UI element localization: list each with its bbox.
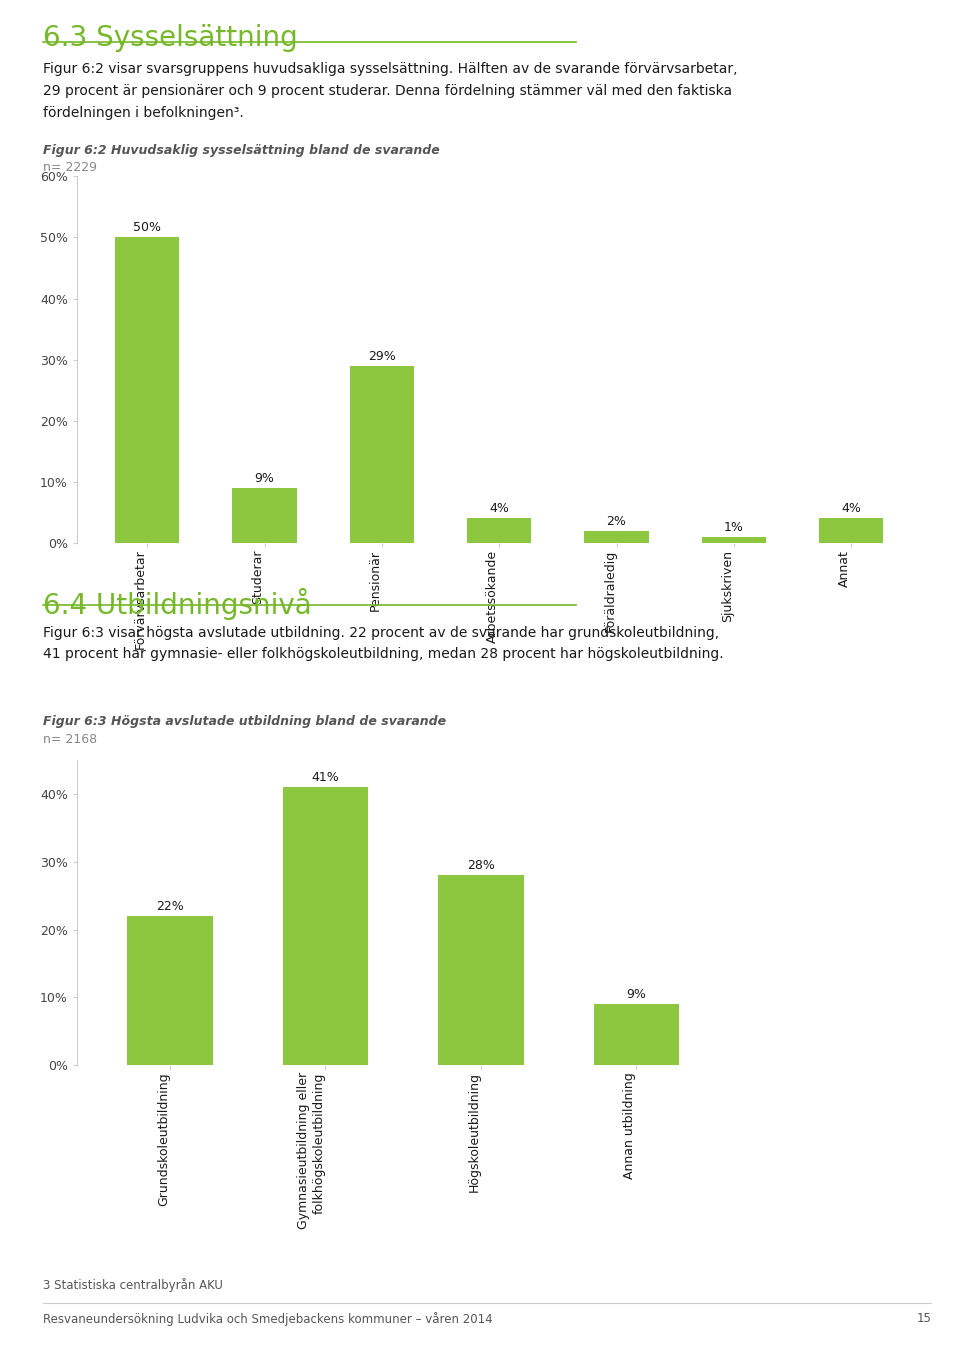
Text: Figur 6:2 visar svarsgruppens huvudsakliga sysselsättning. Hälften av de svarand: Figur 6:2 visar svarsgruppens huvudsakli… xyxy=(43,62,737,76)
Text: 6.3 Sysselsättning: 6.3 Sysselsättning xyxy=(43,24,298,53)
Bar xyxy=(702,537,766,543)
Text: 41%: 41% xyxy=(312,771,340,784)
Text: n= 2229: n= 2229 xyxy=(43,161,97,175)
Text: 22%: 22% xyxy=(156,900,184,912)
Text: Figur 6:3 visar högsta avslutade utbildning. 22 procent av de svarande har grund: Figur 6:3 visar högsta avslutade utbildn… xyxy=(43,626,719,639)
Text: 15: 15 xyxy=(917,1312,931,1326)
Text: 2%: 2% xyxy=(607,514,627,528)
Text: 29%: 29% xyxy=(368,350,396,362)
Bar xyxy=(115,237,180,543)
Text: 29 procent är pensionärer och 9 procent studerar. Denna fördelning stämmer väl m: 29 procent är pensionärer och 9 procent … xyxy=(43,84,732,98)
Text: 4%: 4% xyxy=(490,502,509,516)
Text: 6.4 Utbildningsnivå: 6.4 Utbildningsnivå xyxy=(43,588,312,620)
Text: Resvaneundersökning Ludvika och Smedjebackens kommuner – våren 2014: Resvaneundersökning Ludvika och Smedjeba… xyxy=(43,1312,492,1326)
Text: Figur 6:2 Huvudsaklig sysselsättning bland de svarande: Figur 6:2 Huvudsaklig sysselsättning bla… xyxy=(43,144,440,157)
Bar xyxy=(467,518,532,543)
Bar xyxy=(819,518,883,543)
Text: n= 2168: n= 2168 xyxy=(43,733,97,746)
Bar xyxy=(593,1004,679,1065)
Text: 3 Statistiska centralbyrån AKU: 3 Statistiska centralbyrån AKU xyxy=(43,1278,223,1292)
Bar xyxy=(232,489,297,543)
Bar xyxy=(283,787,369,1065)
Text: 1%: 1% xyxy=(724,521,744,533)
Text: Figur 6:3 Högsta avslutade utbildning bland de svarande: Figur 6:3 Högsta avslutade utbildning bl… xyxy=(43,715,446,729)
Bar xyxy=(349,366,414,543)
Text: 41 procent har gymnasie- eller folkhögskoleutbildning, medan 28 procent har högs: 41 procent har gymnasie- eller folkhögsk… xyxy=(43,647,724,661)
Text: 50%: 50% xyxy=(133,221,161,235)
Text: 9%: 9% xyxy=(627,988,646,1001)
Bar xyxy=(585,531,649,543)
Bar xyxy=(128,916,213,1065)
Bar xyxy=(438,875,523,1065)
Text: 28%: 28% xyxy=(467,859,494,871)
Text: 4%: 4% xyxy=(841,502,861,516)
Text: fördelningen i befolkningen³.: fördelningen i befolkningen³. xyxy=(43,106,244,119)
Text: 9%: 9% xyxy=(254,472,275,484)
